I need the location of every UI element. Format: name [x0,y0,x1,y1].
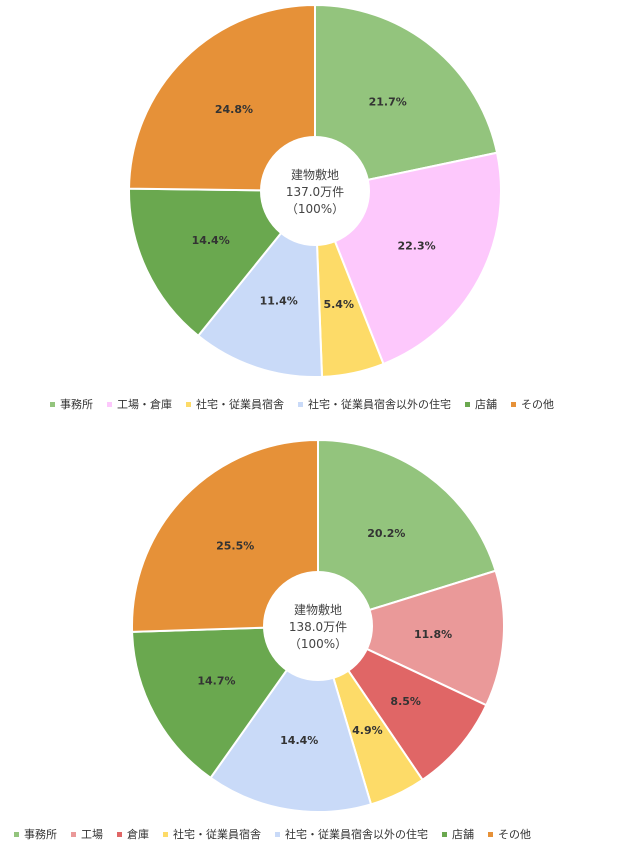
legend-swatch [488,831,493,837]
legend-swatch [465,401,470,407]
donut-hole [260,136,370,246]
legend-item: その他 [511,396,554,412]
data-label: 14.4% [280,734,318,747]
legend-label: 倉庫 [127,828,149,841]
legend-swatch [71,831,76,837]
data-label: 11.8% [414,628,452,641]
pie-slice [128,3,316,193]
legend-item: 社宅・従業員宿舎 [186,396,284,412]
center-label-line: 137.0万件 [286,185,344,199]
data-label: 14.7% [197,675,235,688]
legend-label: 工場 [81,828,103,841]
pie-slice [131,438,319,633]
pie-slice [315,623,488,782]
legend-swatch [14,831,19,837]
legend-item: 工場・倉庫 [107,396,172,412]
legend-label: 社宅・従業員宿舎以外の住宅 [285,828,428,841]
pie-slice [128,187,318,338]
legend-item: 倉庫 [117,826,149,842]
legend-chart-1: 事務所 工場・倉庫 社宅・従業員宿舎 社宅・従業員宿舎以外の住宅 店舗 その他 [50,396,568,412]
data-label: 11.4% [260,294,298,307]
legend-swatch [298,401,303,407]
legend-label: 社宅・従業員宿舎以外の住宅 [308,398,451,411]
legend-item: 店舗 [465,396,497,412]
legend-label: 工場・倉庫 [117,398,172,411]
legend-swatch [117,831,122,837]
legend-label: 店舗 [475,398,497,411]
pie-slice [317,438,497,628]
center-label-line: （100%） [289,637,347,651]
data-label: 4.9% [352,724,383,737]
data-label: 5.4% [323,298,354,311]
data-label: 21.7% [369,95,407,108]
data-label: 8.5% [390,695,421,708]
legend-label: 社宅・従業員宿舎 [196,398,284,411]
legend-label: 事務所 [60,398,93,411]
legend-label: 事務所 [24,828,57,841]
legend-item: 店舗 [442,826,474,842]
legend-label: 社宅・従業員宿舎 [173,828,261,841]
legend-swatch [442,831,447,837]
legend-swatch [275,831,280,837]
legend-swatch [163,831,168,837]
legend-swatch [107,401,112,407]
center-label-line: 建物敷地 [291,167,339,182]
legend-swatch [50,401,55,407]
legend-item: 事務所 [50,396,93,412]
legend-label: その他 [521,398,554,411]
chart-2: 20.2% 11.8% 8.5% 4.9% 14.4% 14.7% 25.5% 建物敷地 138… [131,438,505,813]
center-label-line: （100%） [286,202,344,216]
legend-item: 社宅・従業員宿舎以外の住宅 [275,826,428,842]
data-label: 25.5% [216,540,254,553]
data-label: 20.2% [367,527,405,540]
legend-item: その他 [488,826,531,842]
center-label-line: 建物敷地 [294,602,342,617]
legend-item: 工場 [71,826,103,842]
legend-chart-2: 事務所 工場 倉庫 社宅・従業員宿舎 社宅・従業員宿舎以外の住宅 店舗 その他 [14,826,545,842]
chart-1: 21.7% 22.3% 5.4% 11.4% 14.4% 24.8% 建物敷地 137.0万件… [128,3,502,378]
legend-swatch [186,401,191,407]
legend-item: 社宅・従業員宿舎以外の住宅 [298,396,451,412]
pie-slice [131,624,320,780]
legend-swatch [511,401,516,407]
data-label: 14.4% [192,234,230,247]
legend-item: 事務所 [14,826,57,842]
data-label: 24.8% [215,103,253,116]
legend-label: 店舗 [452,828,474,841]
legend-item: 社宅・従業員宿舎 [163,826,261,842]
pie-slice [314,3,499,193]
pie-slice [315,569,505,707]
data-label: 22.3% [397,240,435,253]
legend-label: その他 [498,828,531,841]
center-label-line: 138.0万件 [289,620,347,634]
donut-hole [263,571,373,681]
